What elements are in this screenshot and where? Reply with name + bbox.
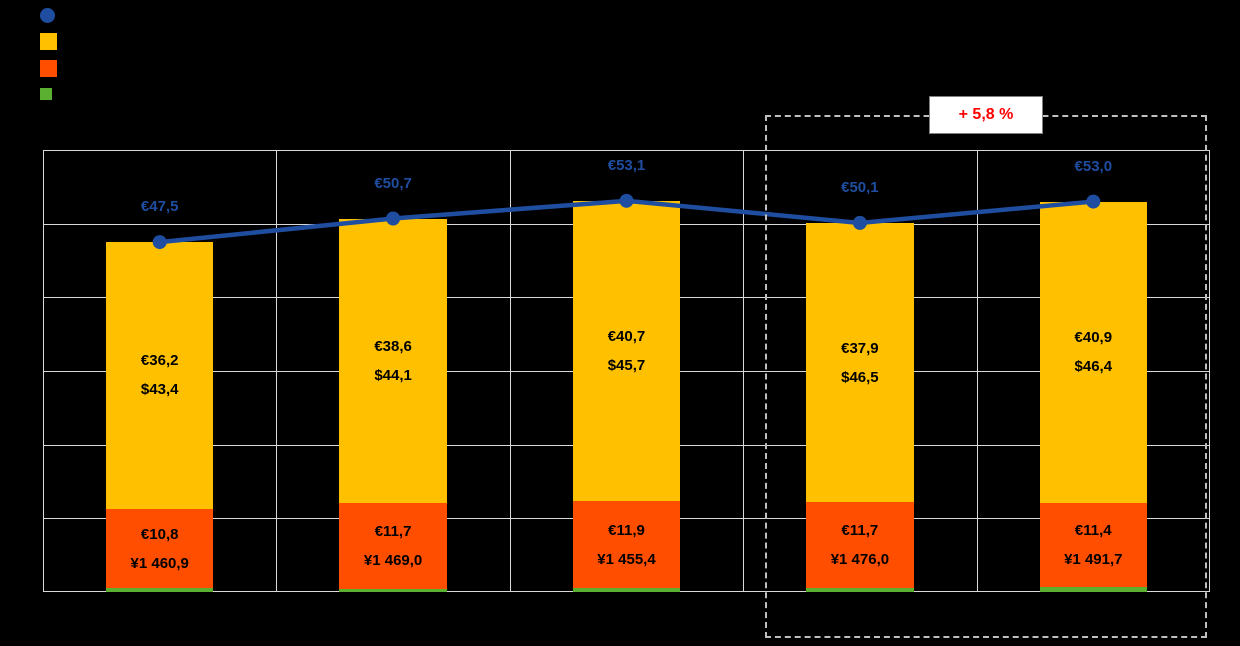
- legend: [40, 8, 57, 111]
- segment-value-line: $45,7: [607, 356, 646, 374]
- total-line-marker: [852, 215, 867, 230]
- growth-annotation: + 5,8 %: [929, 96, 1043, 134]
- bar-3-yellow-label: €40,7 $45,7: [608, 322, 646, 380]
- gridline-vertical: [976, 150, 978, 592]
- total-value-label: €47,5: [140, 198, 179, 216]
- segment-value-line: $46,5: [841, 368, 879, 386]
- bar-2-orange-label: €11,7 ¥1 469,0: [364, 517, 422, 575]
- total-value-label: €53,1: [607, 156, 646, 174]
- bar-5-segment-green: [1039, 586, 1147, 592]
- bar-1-yellow-label: €36,2 $43,4: [141, 346, 179, 404]
- legend-item-total-line: [40, 8, 57, 23]
- total-line-marker: [152, 235, 167, 250]
- total-line-swatch: [40, 8, 55, 23]
- segment-value-line: ¥1 476,0: [830, 551, 890, 569]
- growth-annotation-label: + 5,8 %: [958, 106, 1014, 123]
- bar-2-segment-yellow: €38,6 $44,1: [339, 218, 447, 503]
- legend-item-lower-segment: [40, 87, 57, 101]
- segment-value-line: €37,9: [841, 339, 879, 357]
- bar-4-segment-green: [806, 588, 914, 592]
- gridline-vertical: [276, 150, 278, 592]
- gridline-vertical: [743, 150, 745, 592]
- bar-1-segment-yellow: €36,2 $43,4: [106, 242, 214, 509]
- total-line-marker: [386, 211, 401, 226]
- bar-1-segment-green: [106, 588, 214, 592]
- bar-5-segment-orange: €11,4 ¥1 491,7: [1039, 502, 1147, 587]
- total-line-marker: [1086, 194, 1101, 209]
- bar-2-segment-green: [339, 589, 447, 592]
- legend-item-upper-segment: [40, 33, 57, 50]
- segment-value-line: €11,7: [841, 522, 879, 540]
- segment-value-line: €10,8: [140, 525, 179, 543]
- segment-value-line: ¥1 460,9: [130, 554, 189, 572]
- total-line-marker: [619, 193, 634, 208]
- segment-value-line: ¥1 491,7: [1064, 550, 1123, 568]
- segment-value-line: €11,4: [1074, 521, 1112, 539]
- segment-value-line: €11,7: [374, 522, 412, 540]
- plot-area: €10,8 ¥1 460,9 €36,2 $43,4 €11,7 ¥1 469,0 €38,…: [43, 150, 1210, 592]
- gridline-vertical: [1209, 150, 1210, 592]
- segment-value-line: $46,4: [1074, 358, 1113, 376]
- bar-1-orange-label: €10,8 ¥1 460,9: [131, 520, 189, 578]
- bar-5-yellow-label: €40,9 $46,4: [1075, 323, 1113, 381]
- segment-value-line: €40,9: [1074, 329, 1113, 347]
- gridline-horizontal: [43, 150, 1210, 151]
- segment-value-line: ¥1 469,0: [363, 551, 423, 569]
- bar-3-orange-label: €11,9 ¥1 455,4: [597, 516, 655, 574]
- bar-4-orange-label: €11,7 ¥1 476,0: [831, 516, 889, 574]
- legend-item-middle-segment: [40, 60, 57, 77]
- segment-value-line: $44,1: [374, 366, 412, 384]
- bar-2-yellow-label: €38,6 $44,1: [374, 332, 412, 390]
- segment-value-line: $43,4: [140, 381, 179, 399]
- bar-2-segment-orange: €11,7 ¥1 469,0: [339, 502, 447, 590]
- total-line-layer: [152, 193, 1101, 250]
- bar-1-segment-orange: €10,8 ¥1 460,9: [106, 508, 214, 589]
- bar-4-yellow-label: €37,9 $46,5: [841, 334, 879, 392]
- bar-4-segment-orange: €11,7 ¥1 476,0: [806, 502, 914, 589]
- total-value-label: €50,7: [374, 174, 412, 192]
- total-value-label: €50,1: [841, 178, 879, 196]
- total-value-label: €53,0: [1074, 157, 1113, 175]
- highlight-region-box: [765, 115, 1207, 638]
- segment-value-line: ¥1 455,4: [597, 550, 656, 568]
- bar-3-segment-yellow: €40,7 $45,7: [572, 200, 681, 501]
- segment-value-line: €38,6: [374, 337, 412, 355]
- segment-value-line: €36,2: [140, 352, 179, 370]
- lower-segment-swatch: [40, 88, 52, 100]
- gridline-vertical: [43, 150, 44, 592]
- bar-5-segment-yellow: €40,9 $46,4: [1039, 201, 1147, 503]
- upper-segment-swatch: [40, 33, 57, 50]
- bar-4-segment-yellow: €37,9 $46,5: [806, 222, 914, 503]
- segment-value-line: €40,7: [607, 327, 646, 345]
- bar-3-segment-green: [572, 588, 681, 592]
- middle-segment-swatch: [40, 60, 57, 77]
- bar-5-orange-label: €11,4 ¥1 491,7: [1064, 516, 1122, 574]
- gridline-vertical: [509, 150, 511, 592]
- bar-3-segment-orange: €11,9 ¥1 455,4: [572, 500, 681, 589]
- segment-value-line: €11,9: [608, 521, 645, 539]
